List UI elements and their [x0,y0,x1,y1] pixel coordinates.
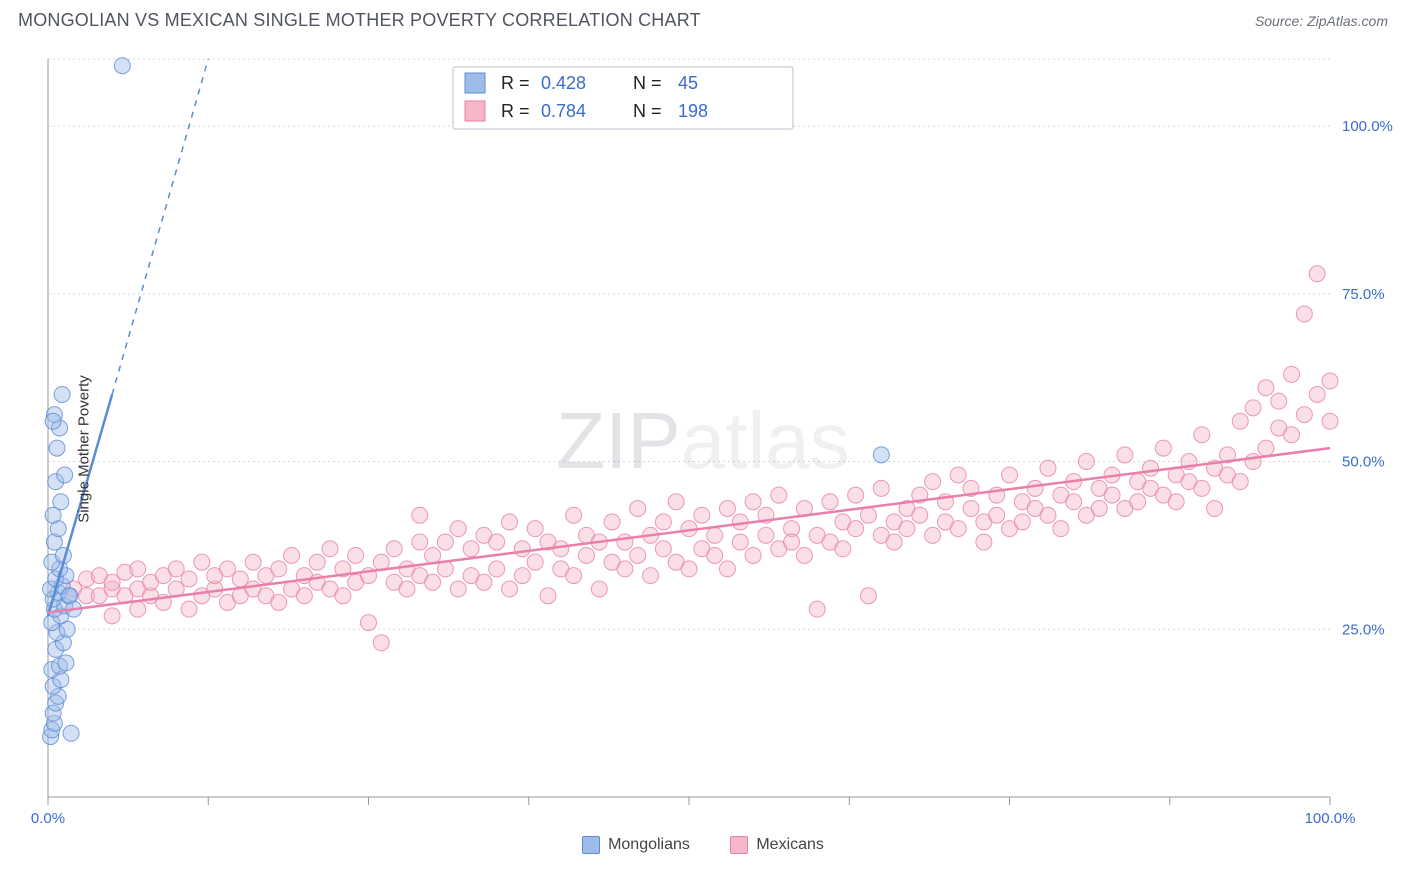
y-axis-title: Single Mother Poverty [75,375,92,523]
svg-text:50.0%: 50.0% [1342,454,1385,471]
svg-text:75.0%: 75.0% [1342,286,1385,303]
svg-text:0.784: 0.784 [541,101,586,121]
chart-title: MONGOLIAN VS MEXICAN SINGLE MOTHER POVER… [18,10,701,31]
svg-text:25.0%: 25.0% [1342,621,1385,638]
svg-text:0.428: 0.428 [541,73,586,93]
source-label: Source: ZipAtlas.com [1255,13,1388,29]
svg-text:0.0%: 0.0% [31,810,65,827]
legend-label: Mongolians [608,836,690,854]
svg-text:100.0%: 100.0% [1305,810,1356,827]
svg-text:45: 45 [678,73,698,93]
svg-text:198: 198 [678,101,708,121]
svg-text:N =: N = [633,73,662,93]
legend-swatch-mongolians [582,836,600,854]
svg-text:R =: R = [501,73,530,93]
legend-swatch-mexicans [730,836,748,854]
scatter-plot: 25.0% 50.0% 75.0% 100.0% 0.0% 100.0% R = 0.428 N… [0,39,1406,829]
svg-text:100.0%: 100.0% [1342,118,1393,135]
legend-label: Mexicans [756,836,824,854]
bottom-legend: Mongolians Mexicans [0,836,1406,859]
svg-text:N =: N = [633,101,662,121]
legend-item-mexicans: Mexicans [730,836,824,854]
chart-area: Single Mother Poverty ZIPatlas 25.0%50.0… [0,39,1406,859]
svg-text:R =: R = [501,101,530,121]
header-bar: MONGOLIAN VS MEXICAN SINGLE MOTHER POVER… [0,0,1406,39]
legend-item-mongolians: Mongolians [582,836,690,854]
